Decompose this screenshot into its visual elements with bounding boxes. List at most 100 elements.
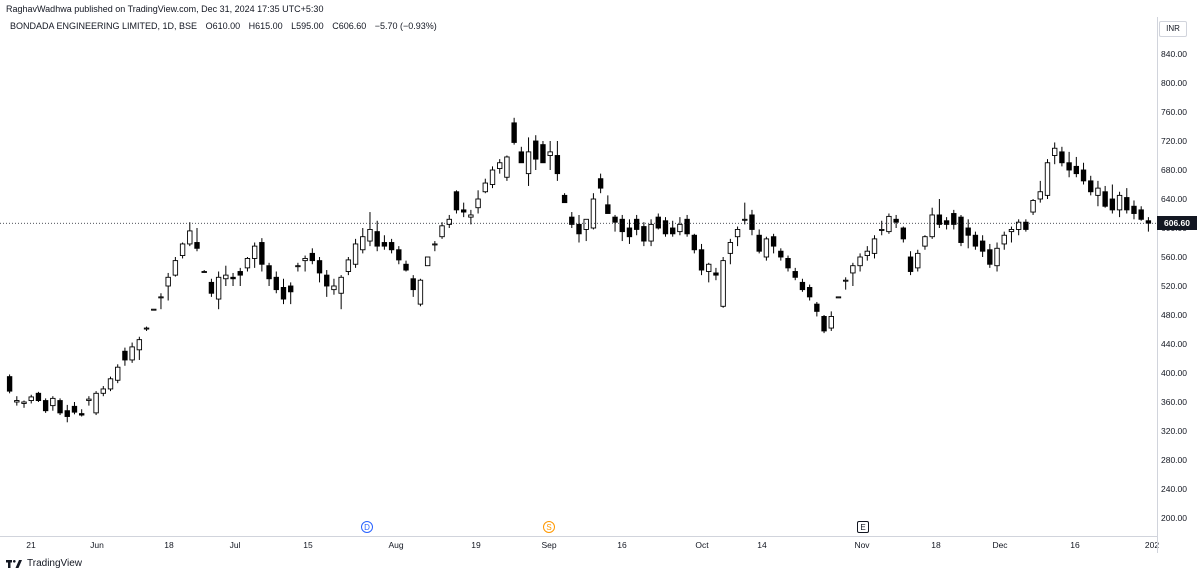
candle-body-up (100, 388, 106, 394)
candle (850, 262, 856, 286)
candle-body-up (14, 400, 20, 403)
y-tick-label: 280.00 (1161, 455, 1187, 465)
candle-body-down (396, 249, 402, 261)
candle-body-down (785, 258, 791, 269)
candle (734, 226, 741, 247)
candle (468, 209, 474, 225)
candle (14, 396, 20, 406)
candle-body-down (194, 242, 200, 249)
candle (1023, 219, 1029, 232)
candle (338, 275, 344, 310)
candle (965, 219, 971, 249)
candle-body-down (684, 218, 690, 235)
candle-body-up (590, 198, 597, 229)
candle-body-down (1066, 162, 1072, 171)
candle (100, 386, 106, 397)
candle-body-up (1095, 187, 1101, 196)
candle (1059, 146, 1065, 167)
candle-body-up (547, 151, 553, 156)
candle-body-down (316, 260, 323, 274)
candle (201, 270, 207, 273)
candle (763, 236, 770, 261)
candle (511, 117, 517, 145)
candle-body-down (309, 252, 316, 262)
candle (842, 277, 849, 290)
candle-body-down (749, 214, 755, 230)
candle-body-up (151, 308, 157, 311)
candle (223, 265, 229, 286)
y-tick-label: 440.00 (1161, 339, 1187, 349)
symbol-legend: BONDADA ENGINEERING LIMITED, 1D, BSE O61… (10, 21, 443, 31)
candle (288, 282, 294, 305)
candle-body-up (497, 162, 503, 170)
earnings-event-marker[interactable]: E (857, 521, 869, 533)
candle-body-up (107, 378, 114, 390)
candle-body-up (1037, 191, 1043, 200)
candle-body-up (727, 242, 734, 254)
price-axis[interactable] (1157, 17, 1200, 553)
candle (475, 190, 481, 214)
candle (388, 238, 395, 254)
candle (57, 398, 63, 416)
candle-body-up (1052, 147, 1058, 156)
candle (785, 255, 791, 272)
candle (151, 308, 157, 311)
candle (835, 296, 842, 299)
candle (958, 214, 964, 247)
candle-body-down (770, 236, 777, 247)
candle-body-up (835, 296, 842, 299)
currency-badge[interactable]: INR (1159, 21, 1187, 37)
candle (273, 271, 279, 294)
candle (799, 278, 806, 292)
candle-body-up (857, 256, 863, 267)
footer-brand[interactable]: TradingView (6, 558, 82, 569)
candle-body-down (230, 276, 236, 280)
candle (64, 404, 70, 423)
candle (1015, 219, 1022, 236)
candle-body-down (1080, 169, 1087, 182)
candle-body-down (403, 263, 409, 271)
candles-layer (6, 117, 1152, 423)
candle (504, 155, 510, 181)
candle-body-down (42, 400, 49, 412)
candle (706, 262, 712, 283)
candle (1109, 184, 1116, 214)
split-event-marker[interactable]: S (543, 521, 555, 533)
time-axis[interactable] (0, 536, 1157, 554)
y-tick-label: 720.00 (1161, 136, 1187, 146)
candle-body-up (129, 346, 135, 361)
candle-body-up (468, 214, 474, 218)
y-tick-label: 640.00 (1161, 194, 1187, 204)
y-tick-label: 200.00 (1161, 513, 1187, 523)
candle-body-down (460, 209, 467, 213)
candle-body-down (972, 234, 979, 247)
candle-body-down (605, 204, 611, 214)
candle (136, 336, 143, 360)
candle (915, 249, 921, 272)
candle (879, 220, 885, 236)
candle-body-down (662, 220, 669, 235)
candle-body-down (597, 178, 604, 189)
candle-body-up (295, 265, 301, 268)
candle (302, 255, 308, 272)
candle (929, 207, 935, 239)
candle-body-down (965, 227, 971, 236)
candle-body-down (958, 216, 964, 243)
x-tick-label: Jun (90, 540, 104, 550)
candle (446, 214, 452, 228)
candle (1037, 180, 1043, 203)
symbol-name[interactable]: BONDADA ENGINEERING LIMITED, 1D, BSE (10, 21, 198, 31)
candle-body-up (482, 182, 488, 193)
candle-body-up (922, 236, 928, 247)
candle (936, 199, 943, 228)
dividend-event-marker[interactable]: D (361, 521, 373, 533)
candle-body-up (677, 223, 683, 233)
candle (251, 242, 258, 268)
candle-body-down (670, 227, 676, 235)
candle (230, 272, 236, 286)
candle (28, 394, 34, 404)
candle (727, 238, 734, 265)
candle-body-up (331, 285, 337, 291)
candle-body-up (706, 263, 712, 272)
